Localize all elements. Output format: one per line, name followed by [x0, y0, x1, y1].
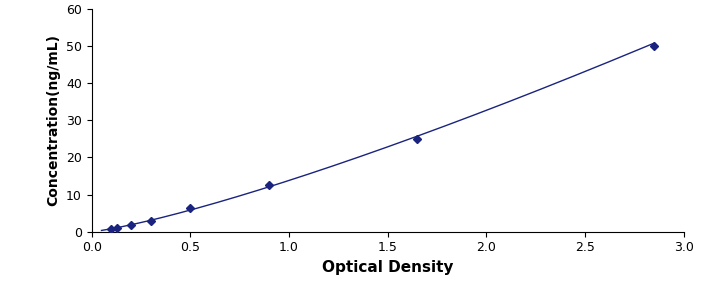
Y-axis label: Concentration(ng/mL): Concentration(ng/mL)	[47, 34, 61, 206]
X-axis label: Optical Density: Optical Density	[322, 260, 453, 275]
